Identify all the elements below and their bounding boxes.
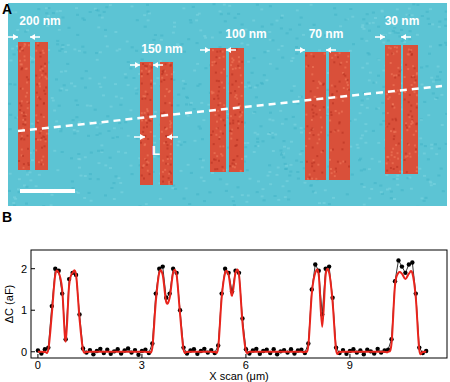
stripe	[18, 42, 30, 170]
y-tick-label: 2	[21, 263, 27, 275]
data-point	[375, 347, 379, 351]
data-point	[126, 346, 130, 350]
x-tick	[37, 354, 38, 358]
data-point	[136, 352, 140, 356]
x-tick	[141, 354, 142, 358]
y-axis-label: ΔC (aF)	[3, 285, 15, 324]
arrow-head	[205, 47, 210, 53]
data-point	[410, 260, 414, 264]
stripe	[403, 45, 418, 174]
scale-bar	[20, 189, 75, 193]
y-tick	[31, 310, 35, 311]
panel-label: B	[2, 209, 12, 225]
arrow-head	[326, 47, 331, 53]
afm-image	[8, 3, 447, 206]
y-tick-label: 1	[21, 304, 27, 316]
panel-label: A	[2, 1, 12, 17]
arrow-head	[300, 47, 305, 53]
data-point	[254, 347, 258, 351]
stripe	[385, 45, 401, 174]
panel-a: 200 nm 150 nm 100 nm 70 nm 30 nm L A	[2, 1, 448, 208]
arrow-head	[135, 62, 140, 68]
stripe	[35, 42, 48, 170]
image-background	[8, 3, 447, 206]
figure: 200 nm150 nm100 nm70 nm30 nmLAB0369012X …	[0, 0, 450, 382]
panel-b: B0369012X scan (μm)ΔC (aF)	[2, 209, 447, 382]
data-point	[400, 264, 404, 268]
data-point	[161, 264, 165, 268]
arrow-head	[401, 34, 406, 40]
arrow-head	[167, 134, 172, 140]
arrow-head	[13, 34, 18, 40]
x-axis-label: X scan (μm)	[209, 370, 269, 382]
x-tick	[349, 354, 350, 358]
stripes	[18, 42, 418, 185]
y-tick-label: 0	[21, 346, 27, 358]
y-tick	[31, 351, 35, 352]
data-point	[98, 347, 102, 351]
plot-frame	[31, 250, 447, 358]
stripe	[229, 48, 244, 172]
arrow-head	[153, 62, 158, 68]
stripe	[140, 62, 153, 185]
width-label: 100 nm	[225, 27, 266, 41]
x-tick-label: 3	[139, 359, 145, 371]
spacing-label: L	[152, 143, 160, 158]
image-texture	[8, 3, 447, 206]
fit-line	[38, 269, 426, 354]
width-label: 70 nm	[309, 27, 344, 41]
stripe	[160, 62, 173, 185]
y-tick	[31, 268, 35, 269]
data-point	[396, 258, 400, 262]
stripe	[305, 52, 326, 180]
data-line	[38, 260, 426, 354]
arrow-head	[30, 34, 35, 40]
plot-area	[36, 258, 429, 357]
data-point	[313, 262, 317, 266]
x-tick-label: 0	[35, 359, 41, 371]
x-tick-label: 9	[347, 359, 353, 371]
width-label: 150 nm	[141, 42, 182, 56]
arrow-head	[226, 47, 231, 53]
x-tick	[245, 354, 246, 358]
arrow-head	[140, 134, 145, 140]
width-label: 200 nm	[19, 14, 60, 28]
width-label: 30 nm	[385, 14, 420, 28]
arrow-head	[380, 34, 385, 40]
stripe	[329, 52, 350, 180]
scan-line	[18, 86, 442, 131]
data-point	[202, 347, 206, 351]
data-point	[403, 271, 407, 275]
